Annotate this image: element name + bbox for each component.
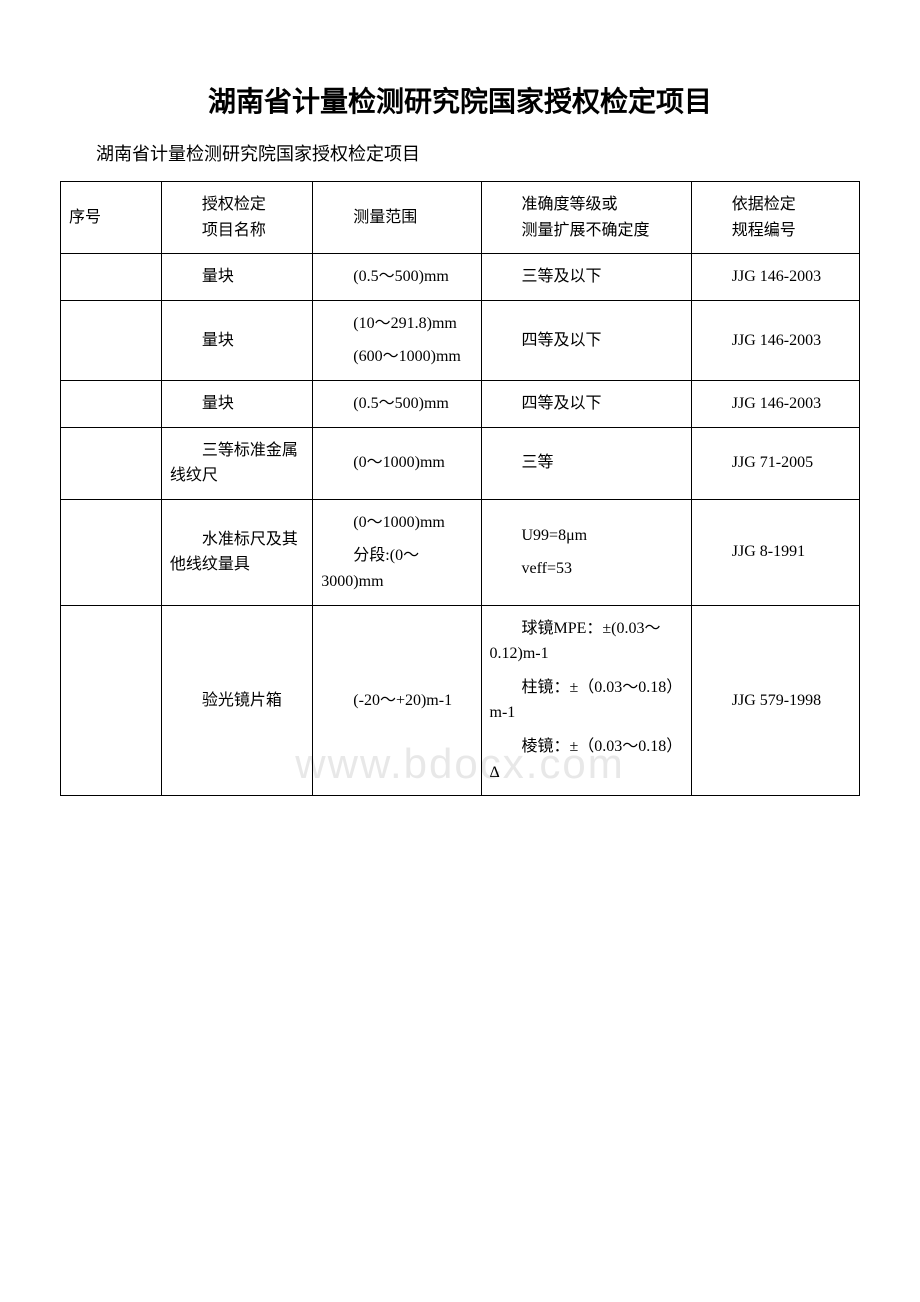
table-row: 量块 (10～291.8)mm (600～1000)mm 四等及以下 JJG 1… <box>61 300 860 380</box>
cell-standard: JJG 579-1998 <box>691 605 859 796</box>
cell-range: (0.5～500)mm <box>313 254 481 301</box>
cell-accuracy: 球镜MPE：±(0.03～0.12)m-1 柱镜：±（0.03～0.18）m-1… <box>481 605 691 796</box>
cell-range: (0～1000)mm <box>313 427 481 499</box>
cell-seq <box>61 300 162 380</box>
cell-name: 量块 <box>161 380 312 427</box>
table-row: 量块 (0.5～500)mm 三等及以下 JJG 146-2003 <box>61 254 860 301</box>
table-row: 验光镜片箱 (-20～+20)m-1 球镜MPE：±(0.03～0.12)m-1… <box>61 605 860 796</box>
cell-standard: JJG 71-2005 <box>691 427 859 499</box>
cell-standard: JJG 146-2003 <box>691 300 859 380</box>
cell-accuracy: 四等及以下 <box>481 300 691 380</box>
cell-range: (0～1000)mm 分段:(0～3000)mm <box>313 499 481 605</box>
table-row: 量块 (0.5～500)mm 四等及以下 JJG 146-2003 <box>61 380 860 427</box>
page-title: 湖南省计量检测研究院国家授权检定项目 <box>60 80 860 120</box>
cell-seq <box>61 254 162 301</box>
cell-standard: JJG 8-1991 <box>691 499 859 605</box>
cell-range: (10～291.8)mm (600～1000)mm <box>313 300 481 380</box>
header-standard: 依据检定 规程编号 <box>691 182 859 254</box>
cell-range: (-20～+20)m-1 <box>313 605 481 796</box>
page-subtitle: 湖南省计量检测研究院国家授权检定项目 <box>60 140 860 166</box>
cell-name: 三等标准金属线纹尺 <box>161 427 312 499</box>
table-row: 三等标准金属线纹尺 (0～1000)mm 三等 JJG 71-2005 <box>61 427 860 499</box>
cell-name: 水准标尺及其他线纹量具 <box>161 499 312 605</box>
table-header-row: 序号 授权检定 项目名称 测量范围 准确度等级或 测量扩展不确定度 依据检定 规… <box>61 182 860 254</box>
header-seq: 序号 <box>61 182 162 254</box>
cell-standard: JJG 146-2003 <box>691 254 859 301</box>
cell-accuracy: 三等 <box>481 427 691 499</box>
cell-standard: JJG 146-2003 <box>691 380 859 427</box>
verification-table: 序号 授权检定 项目名称 测量范围 准确度等级或 测量扩展不确定度 依据检定 规… <box>60 181 860 796</box>
cell-seq <box>61 427 162 499</box>
header-range: 测量范围 <box>313 182 481 254</box>
cell-accuracy: 三等及以下 <box>481 254 691 301</box>
cell-seq <box>61 380 162 427</box>
table-row: 水准标尺及其他线纹量具 (0～1000)mm 分段:(0～3000)mm U99… <box>61 499 860 605</box>
cell-accuracy: U99=8μm veff=53 <box>481 499 691 605</box>
cell-seq <box>61 499 162 605</box>
cell-name: 量块 <box>161 300 312 380</box>
header-accuracy: 准确度等级或 测量扩展不确定度 <box>481 182 691 254</box>
cell-name: 量块 <box>161 254 312 301</box>
cell-seq <box>61 605 162 796</box>
cell-range: (0.5～500)mm <box>313 380 481 427</box>
header-name: 授权检定 项目名称 <box>161 182 312 254</box>
cell-name: 验光镜片箱 <box>161 605 312 796</box>
cell-accuracy: 四等及以下 <box>481 380 691 427</box>
